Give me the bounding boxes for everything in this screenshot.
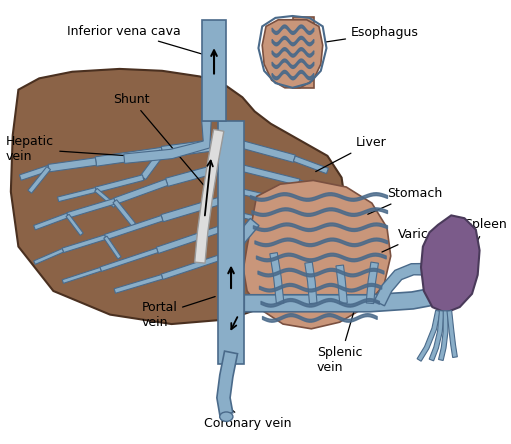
Polygon shape [161, 198, 220, 222]
Polygon shape [161, 139, 220, 158]
Polygon shape [421, 215, 480, 313]
Polygon shape [95, 175, 144, 193]
Polygon shape [113, 200, 135, 226]
Polygon shape [202, 20, 226, 121]
Polygon shape [100, 248, 158, 271]
Text: Coronary vein: Coronary vein [204, 406, 292, 430]
Polygon shape [243, 180, 391, 329]
Text: Stomach: Stomach [368, 187, 442, 214]
Polygon shape [156, 226, 220, 254]
Polygon shape [58, 187, 97, 202]
Polygon shape [66, 214, 83, 235]
Polygon shape [241, 141, 295, 163]
Polygon shape [19, 166, 50, 180]
Polygon shape [293, 17, 314, 88]
Text: Shunt: Shunt [113, 93, 207, 190]
Text: Hepatic
vein: Hepatic vein [6, 135, 126, 163]
Polygon shape [305, 262, 317, 304]
Text: Portal
vein: Portal vein [141, 297, 215, 329]
Polygon shape [270, 253, 284, 304]
Polygon shape [244, 287, 439, 312]
Polygon shape [336, 265, 347, 304]
Text: Esophagus: Esophagus [326, 27, 419, 42]
Polygon shape [95, 188, 116, 207]
Polygon shape [11, 69, 346, 324]
Polygon shape [298, 180, 331, 194]
Polygon shape [104, 236, 121, 259]
Polygon shape [195, 129, 224, 263]
Polygon shape [375, 264, 422, 306]
Polygon shape [226, 218, 259, 261]
Polygon shape [34, 213, 68, 230]
Polygon shape [34, 249, 63, 264]
Polygon shape [447, 311, 457, 357]
Text: Spleen: Spleen [464, 218, 507, 263]
Ellipse shape [220, 412, 233, 421]
Polygon shape [166, 164, 220, 186]
Polygon shape [62, 235, 106, 253]
Polygon shape [62, 267, 101, 283]
Polygon shape [114, 274, 162, 293]
Polygon shape [242, 165, 300, 186]
Polygon shape [67, 198, 115, 218]
Polygon shape [28, 166, 51, 193]
Polygon shape [366, 262, 379, 304]
Polygon shape [262, 20, 323, 88]
Polygon shape [429, 311, 444, 361]
Polygon shape [242, 189, 305, 209]
Text: Varices: Varices [382, 228, 444, 252]
Text: Splenic
vein: Splenic vein [317, 308, 362, 374]
Polygon shape [124, 121, 211, 163]
Polygon shape [161, 255, 220, 280]
Polygon shape [113, 179, 168, 204]
Polygon shape [95, 147, 162, 166]
Polygon shape [218, 121, 244, 364]
Polygon shape [293, 156, 329, 174]
Polygon shape [48, 158, 97, 172]
Polygon shape [141, 150, 165, 179]
Text: Inferior vena cava: Inferior vena cava [67, 24, 212, 57]
Polygon shape [104, 215, 163, 240]
Polygon shape [217, 351, 238, 415]
Polygon shape [438, 311, 448, 361]
Polygon shape [242, 213, 295, 230]
Text: Liver: Liver [316, 136, 386, 171]
Polygon shape [417, 310, 440, 361]
